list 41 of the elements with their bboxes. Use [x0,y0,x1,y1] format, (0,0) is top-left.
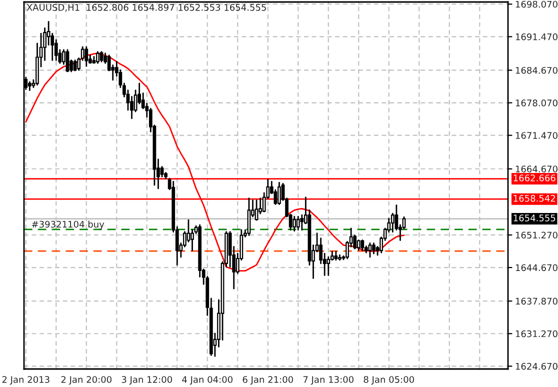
candlestick [390,212,394,233]
y-tick-label: 1637.870 [516,298,558,305]
ref-line-label: 1658.542 [514,194,556,202]
candlestick [247,198,251,236]
candlestick [300,214,304,231]
candlestick [372,242,376,254]
y-tick-label: 1691.470 [516,33,558,40]
candlestick [254,200,258,221]
x-tick-label: 2 Jan 2013 [2,376,50,385]
ref-line-label: 1654.555 [514,214,556,222]
candlestick [368,242,372,258]
x-tick-label: 7 Jan 13:00 [303,376,354,385]
x-tick-label: 4 Jan 04:00 [182,376,232,385]
y-tick-label: 1698.070 [516,0,558,8]
x-tick-label: 8 Jan 05:00 [364,376,414,385]
candlestick [292,216,296,232]
x-tick-label: 3 Jan 12:00 [122,376,172,385]
y-tick-label: 1664.670 [516,166,558,172]
candlestick [73,60,77,72]
y-tick-label: 1651.270 [516,232,558,239]
y-tick-label: 1671.470 [516,132,558,139]
y-tick-label: 1684.670 [516,66,558,74]
candlestick [356,240,360,251]
y-tick-label: 1644.670 [516,264,558,272]
candlestick [360,240,364,252]
candlestick [296,216,300,231]
ref-line-label: 1662.666 [514,174,556,182]
chart-title: XAUUSD,H1 1652.806 1654.897 1652.553 1654.555 [26,4,266,12]
candlestick [100,51,104,62]
candlestick [190,229,194,252]
y-tick-label: 1631.270 [516,330,558,338]
y-tick-label: 1624.670 [516,362,558,370]
annotation: #39321104 buy [32,220,104,230]
candlestick [160,166,164,178]
candlestick [84,46,88,67]
x-tick-label: 2 Jan 20:00 [61,376,112,385]
x-tick-label: 6 Jan 21:00 [242,376,293,385]
candlestick [278,182,281,205]
candlestick [274,189,278,205]
y-tick-label: 1678.070 [516,100,558,106]
candlestick [96,51,100,64]
